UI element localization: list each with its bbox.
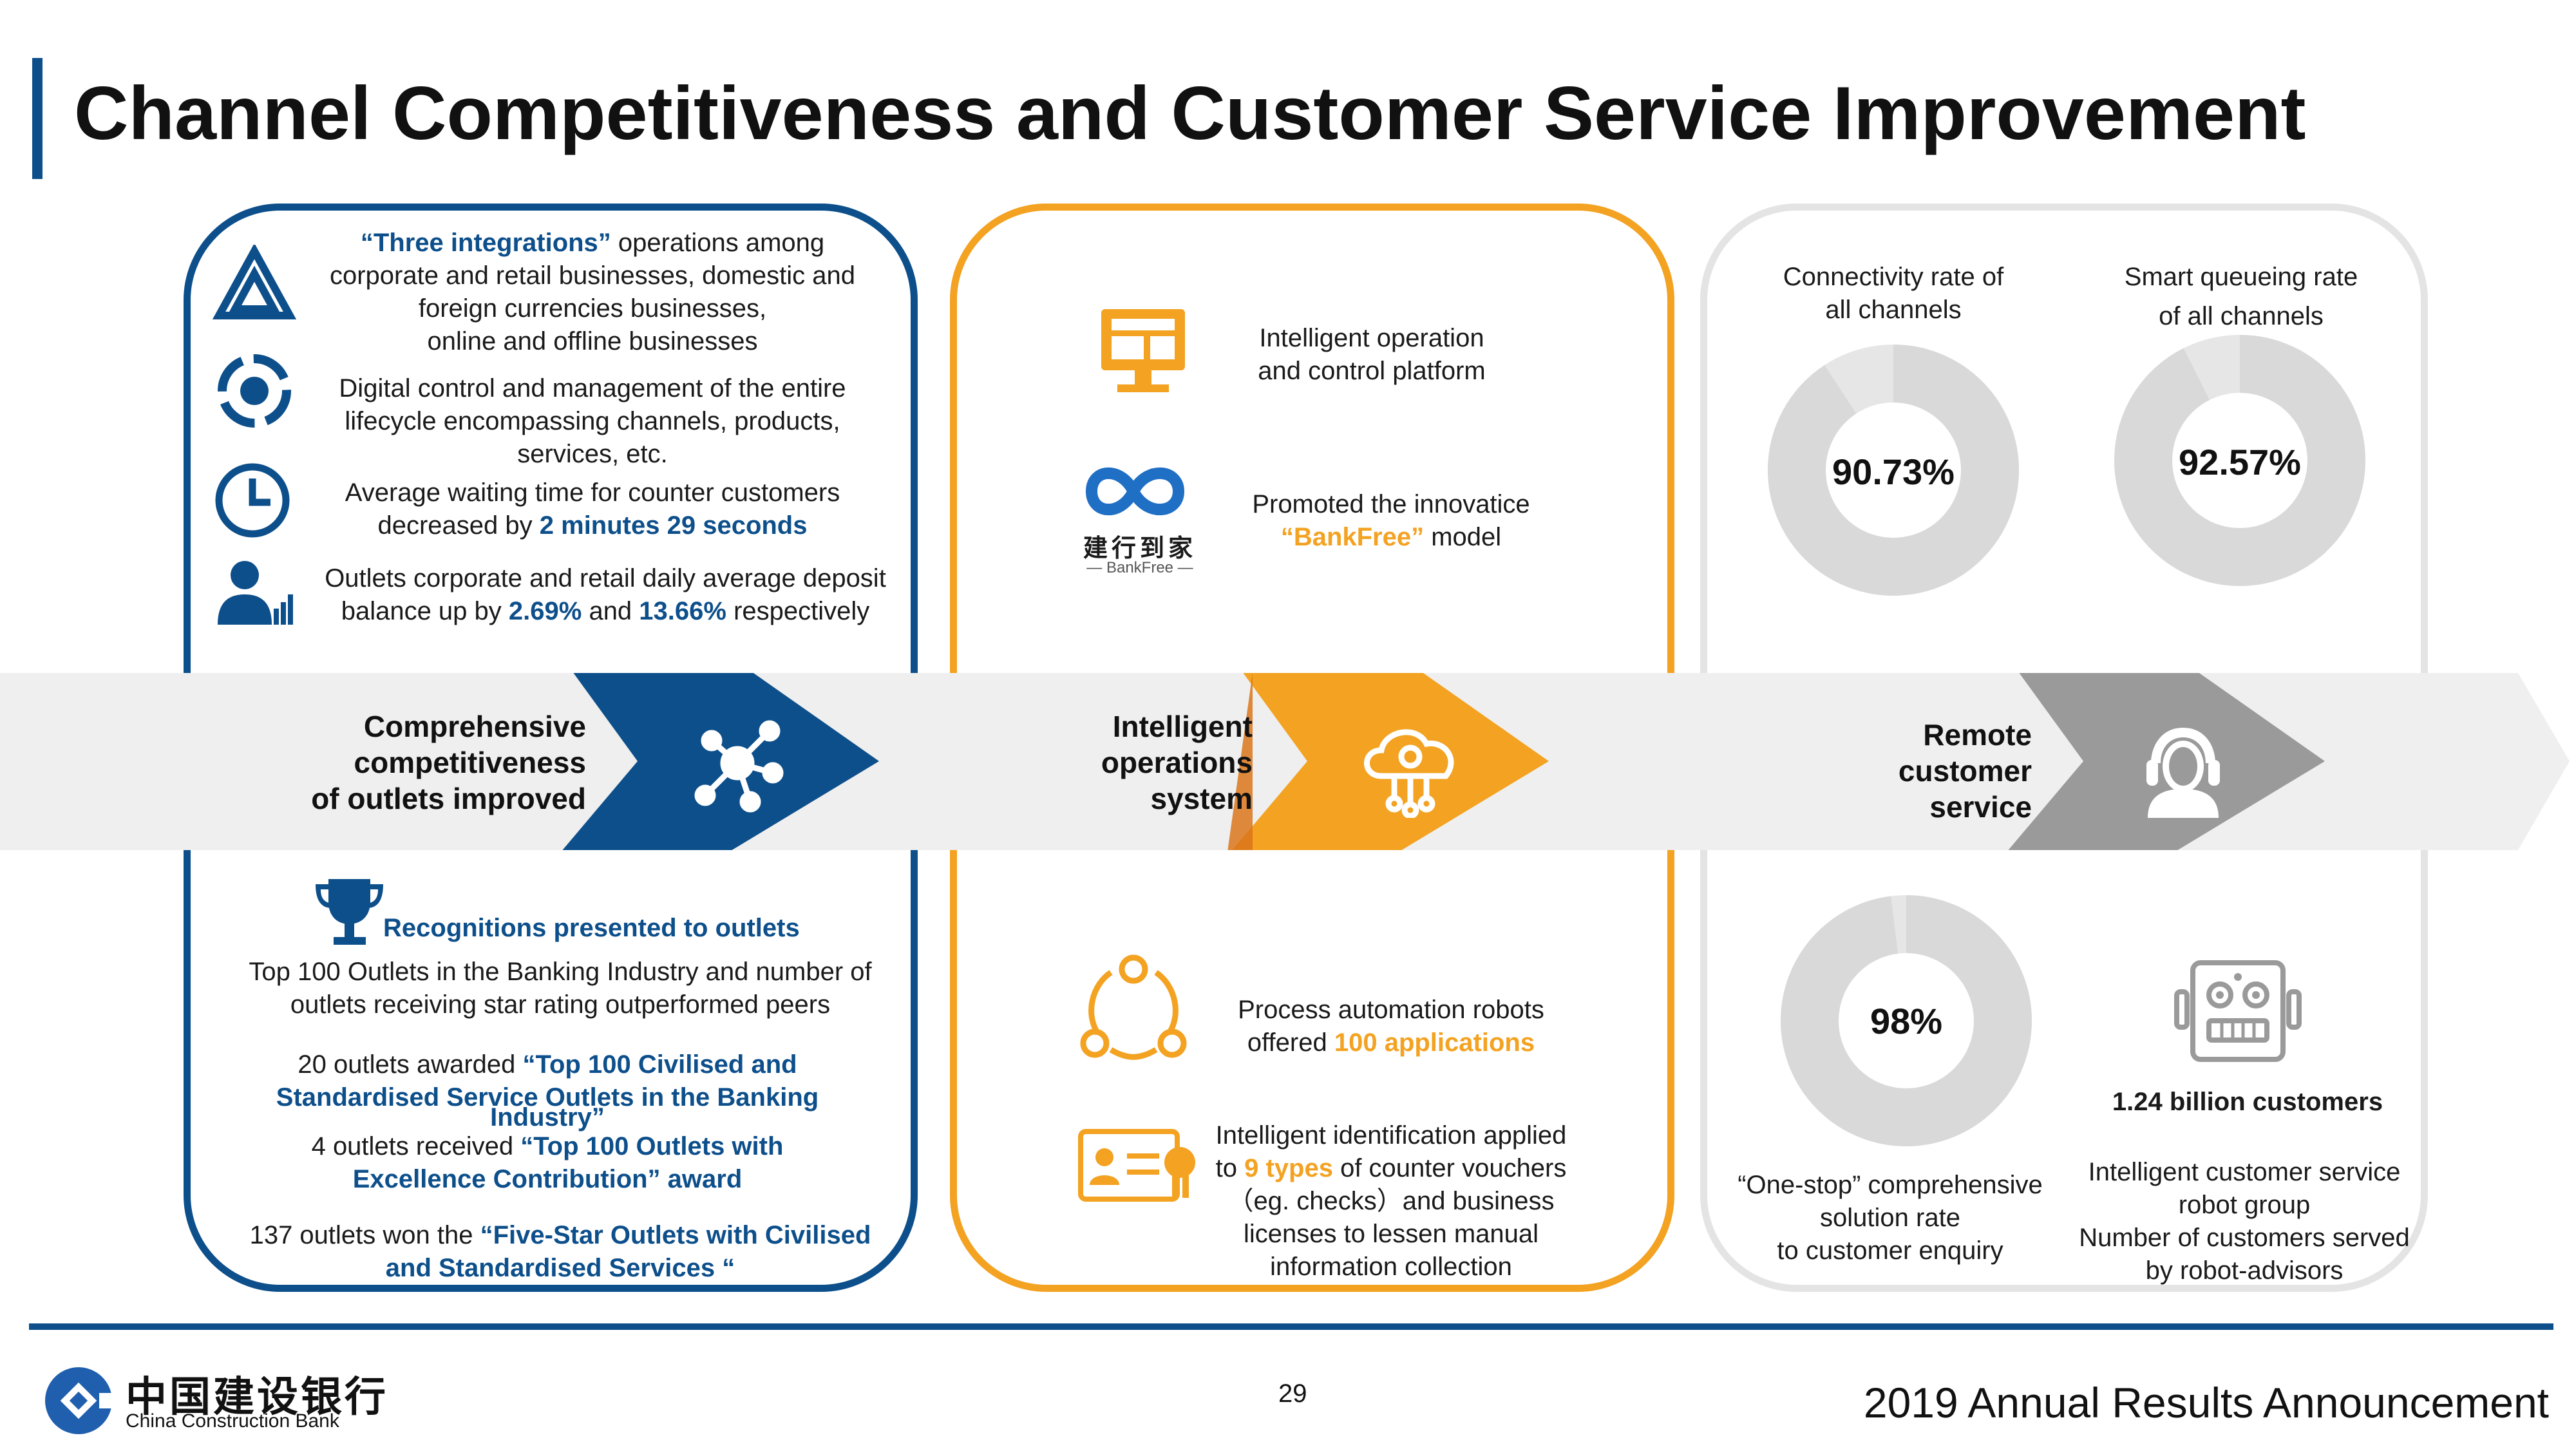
smart-queueing-value: 92.57%	[2179, 442, 2301, 482]
waiting-time-text: Average waiting time for counter custome…	[345, 478, 840, 540]
recognitions-text: Top 100 Outlets in the Banking Industry …	[249, 958, 872, 1019]
clock-icon	[215, 463, 290, 538]
connectivity-donut	[1768, 345, 2019, 596]
one-stop-label: “One-stop” comprehensive solution rate to …	[1738, 1171, 2043, 1265]
outlets-band-label: Comprehensive competitiveness of outlets i…	[311, 710, 586, 815]
ccb-logo-icon	[45, 1367, 117, 1434]
connectivity-label: Connectivity rate of all channels	[1783, 263, 2004, 324]
robot-icon	[2174, 960, 2302, 1062]
id-card-icon	[1078, 1129, 1195, 1202]
triangle-integration-icon	[213, 245, 296, 319]
person-chart-icon	[218, 561, 293, 625]
trophy-icon	[316, 879, 383, 945]
bankfree-logo-icon	[1085, 467, 1185, 516]
monitor-platform-icon	[1101, 309, 1185, 392]
cloud-brain-icon	[1364, 729, 1454, 818]
headset-agent-icon	[2146, 728, 2220, 818]
recognitions-title: Recognitions presented to outlets	[383, 914, 800, 942]
orange-chevron	[1232, 673, 1549, 850]
connectivity-value: 90.73%	[1832, 451, 1955, 492]
network-hub-icon	[694, 720, 784, 813]
award-top100-civilised: 20 outlets awarded “Top 100 Civilised an…	[276, 1050, 819, 1132]
announcement-label: 2019 Annual Results Announcement	[1863, 1379, 2549, 1426]
bankfree-logo-en: — BankFree —	[1086, 559, 1193, 576]
one-stop-donut	[1781, 895, 2032, 1146]
remote-band-label: Remote customer service	[1898, 718, 2032, 824]
identification-text: Intelligent identification applied to 9 …	[1215, 1121, 1567, 1281]
page-title: Channel Competitiveness and Customer Ser…	[74, 71, 2306, 155]
footer-rule	[29, 1323, 2553, 1330]
smart-queueing-label: Smart queueing rate of all channels	[2124, 263, 2358, 330]
title-accent-bar	[32, 58, 43, 179]
process-robots-text: Process automation robots offered 100 ap…	[1238, 996, 1544, 1057]
operations-band-label: Intelligent operations system	[1101, 710, 1253, 815]
process-cycle-icon	[1080, 954, 1187, 1060]
bankfree-logo-cn: 建行到家	[1083, 535, 1197, 562]
page-number: 29	[1278, 1379, 1307, 1408]
digital-control-text: Digital control and management of the en…	[339, 374, 846, 468]
award-five-star: 137 outlets won the “Five-Star Outlets w…	[249, 1221, 871, 1282]
ccb-logo-cn: 中国建设银行	[126, 1374, 388, 1420]
intelligent-platform-text: Intelligent operation and control platfor…	[1258, 324, 1486, 385]
bankfree-model-text: Promoted the innovatice “BankFree” model	[1252, 490, 1530, 551]
lifecycle-gear-icon	[218, 354, 291, 428]
award-excellence-contribution: 4 outlets received “Top 100 Outlets with…	[311, 1132, 784, 1193]
deposit-balance-text: Outlets corporate and retail daily avera…	[325, 564, 886, 625]
robot-customers-value: 1.24 billion customers	[2112, 1088, 2383, 1116]
three-integrations-text: “Three integrations” operations among co…	[329, 229, 855, 355]
robot-customers-label: Intelligent customer service robot group N…	[2079, 1158, 2410, 1285]
one-stop-value: 98%	[1870, 1001, 1943, 1041]
ccb-logo-en: China Construction Bank	[126, 1410, 339, 1432]
smart-queueing-donut	[2114, 335, 2365, 586]
